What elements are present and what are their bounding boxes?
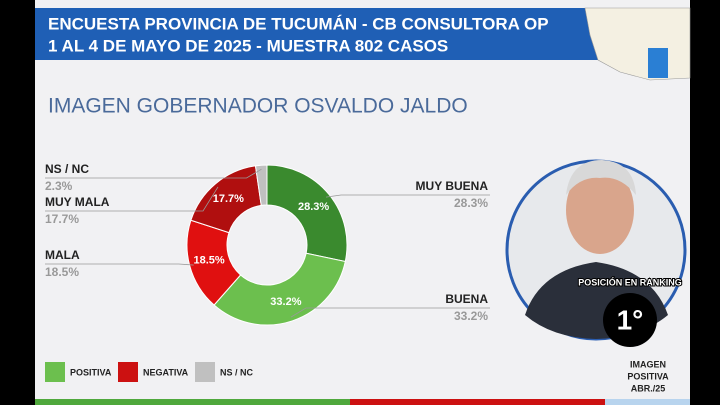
legend-label: POSITIVA: [70, 367, 112, 377]
footer-bar: [35, 399, 350, 405]
ranking-label: POSICIÓN EN RANKING: [578, 276, 682, 287]
leader-line: [45, 186, 219, 212]
legend-label: NEGATIVA: [143, 367, 189, 377]
footer-bar: [605, 399, 690, 405]
slice: [266, 164, 348, 263]
ranking: 1°: [617, 304, 644, 335]
category-label: MUY BUENA: [416, 179, 489, 193]
header-band: [35, 8, 690, 60]
leader-line: [45, 263, 194, 266]
header-line: 1 AL 4 DE MAYO DE 2025 - MUESTRA 802 CAS…: [48, 36, 448, 55]
slice: [213, 252, 346, 326]
leader-line: [325, 194, 490, 198]
legend-swatch: [195, 362, 215, 382]
category-label: MALA: [45, 248, 80, 262]
chart-title: IMAGEN GOBERNADOR OSVALDO JALDO: [48, 95, 468, 118]
ranking-note: POSITIVA: [627, 371, 669, 381]
slice-label: 18.5%: [194, 255, 225, 267]
category-label: NS / NC: [45, 162, 89, 176]
legend-swatch: [118, 362, 138, 382]
value-label: 2.3%: [45, 179, 73, 193]
leader-line: [290, 307, 490, 318]
ranking-badge: [603, 293, 657, 347]
value-label: 17.7%: [45, 212, 79, 226]
value-label: 18.5%: [45, 265, 79, 279]
value-label: 28.3%: [454, 196, 488, 210]
slice-label: 28.3%: [298, 201, 329, 213]
legend-label: NS / NC: [220, 367, 254, 377]
slice-label: 33.2%: [270, 296, 301, 308]
header-line: ENCUESTA PROVINCIA DE TUCUMÁN - CB CONSU…: [48, 14, 549, 33]
ranking-note: ABR./25: [631, 383, 666, 393]
photo: [505, 159, 687, 341]
category-label: MUY MALA: [45, 195, 110, 209]
footer-bar: [350, 399, 605, 405]
leader-line: [45, 168, 262, 179]
map-region: [648, 48, 668, 78]
ranking-note: IMAGEN: [630, 359, 666, 369]
slice-label: 17.7%: [213, 193, 244, 205]
slice: [254, 164, 268, 206]
legend-swatch: [45, 362, 65, 382]
value-label: 33.2%: [454, 309, 488, 323]
category-label: BUENA: [445, 292, 488, 306]
